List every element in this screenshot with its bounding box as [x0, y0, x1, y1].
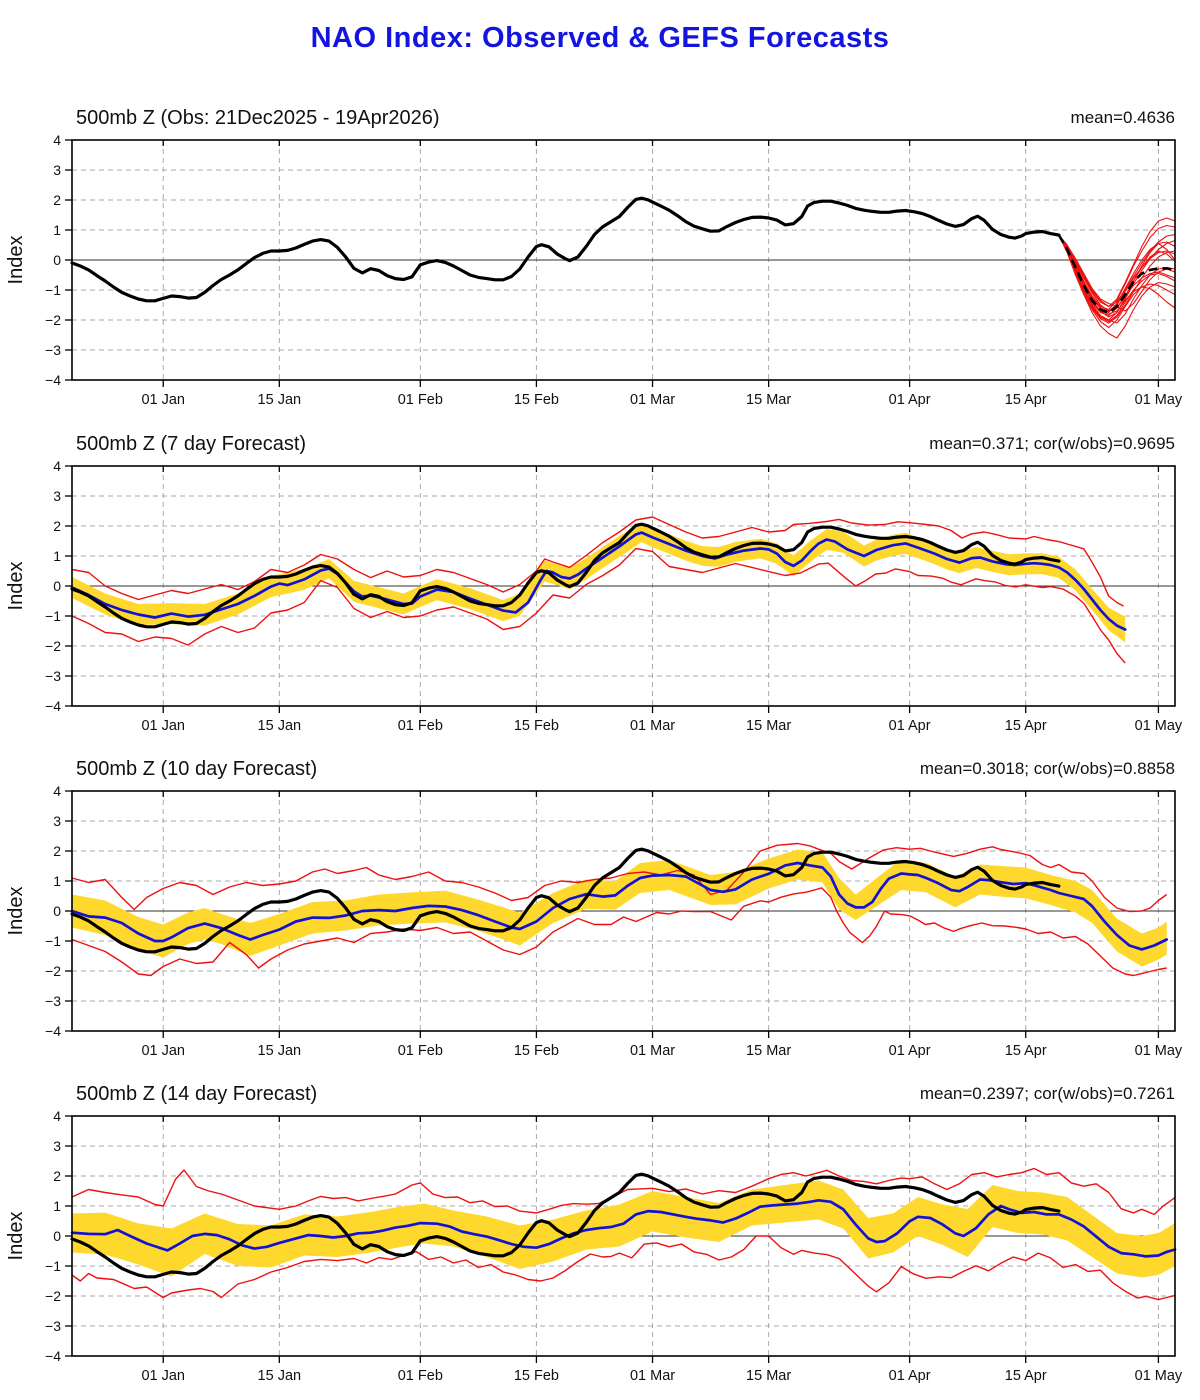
page-title: NAO Index: Observed & GEFS Forecasts [310, 22, 890, 54]
svg-text:01 May: 01 May [1135, 392, 1183, 408]
svg-text:−4: −4 [45, 698, 61, 714]
svg-text:15 Jan: 15 Jan [258, 1368, 302, 1384]
svg-text:4: 4 [53, 783, 61, 799]
svg-text:1: 1 [53, 873, 61, 889]
svg-text:15 Jan: 15 Jan [258, 392, 302, 408]
svg-text:−2: −2 [45, 638, 61, 654]
svg-text:01 Jan: 01 Jan [141, 718, 185, 734]
svg-text:01 Mar: 01 Mar [630, 718, 675, 734]
svg-text:01 Apr: 01 Apr [889, 1368, 931, 1384]
svg-text:3: 3 [53, 488, 61, 504]
panel-14day-plot: 01 Jan 15 Jan 01 Feb 15 Feb 01 Mar 15 Mar 01 A… [5, 1108, 1183, 1384]
svg-text:4: 4 [53, 458, 61, 474]
svg-text:15 Mar: 15 Mar [746, 1368, 791, 1384]
panel-7day-title: 500mb Z (7 day Forecast) [76, 433, 307, 455]
svg-text:3: 3 [53, 1138, 61, 1154]
svg-text:2: 2 [53, 518, 61, 534]
svg-text:Index: Index [5, 236, 27, 285]
panel-7day-mean-annotation: mean=0.371; cor(w/obs)=0.9695 [929, 434, 1175, 453]
svg-text:01 Mar: 01 Mar [630, 392, 675, 408]
svg-text:01 Jan: 01 Jan [141, 1043, 185, 1059]
panel-14day: 500mb Z (14 day Forecast) mean=0.2397; c… [0, 1076, 1200, 1398]
svg-text:15 Mar: 15 Mar [746, 718, 791, 734]
svg-text:01 Mar: 01 Mar [630, 1368, 675, 1384]
svg-text:01 May: 01 May [1135, 1368, 1183, 1384]
svg-text:15 Feb: 15 Feb [514, 392, 559, 408]
svg-text:−1: −1 [45, 608, 61, 624]
svg-text:−2: −2 [45, 1288, 61, 1304]
panel-14day-mean-annotation: mean=0.2397; cor(w/obs)=0.7261 [919, 1084, 1175, 1103]
panel-observed-mean-annotation: mean=0.4636 [1070, 108, 1175, 127]
panel-10day: 500mb Z (10 day Forecast) mean=0.3018; c… [0, 751, 1200, 1073]
panel-7day-plot: 01 Jan 15 Jan 01 Feb 15 Feb 01 Mar 15 Mar 01 A… [5, 458, 1183, 734]
svg-text:15 Jan: 15 Jan [258, 718, 302, 734]
svg-text:0: 0 [53, 903, 61, 919]
svg-text:−4: −4 [45, 1348, 61, 1364]
svg-text:01 Mar: 01 Mar [630, 1043, 675, 1059]
svg-text:15 Mar: 15 Mar [746, 392, 791, 408]
svg-text:−3: −3 [45, 342, 61, 358]
svg-text:4: 4 [53, 132, 61, 148]
panel-7day-header: 500mb Z (7 day Forecast) mean=0.371; cor… [0, 426, 1200, 456]
svg-text:1: 1 [53, 222, 61, 238]
svg-text:15 Feb: 15 Feb [514, 1368, 559, 1384]
svg-text:01 Jan: 01 Jan [141, 1368, 185, 1384]
svg-text:0: 0 [53, 1228, 61, 1244]
panel-10day-title: 500mb Z (10 day Forecast) [76, 758, 318, 780]
svg-text:01 May: 01 May [1135, 1043, 1183, 1059]
svg-text:01 Apr: 01 Apr [889, 718, 931, 734]
svg-text:1: 1 [53, 548, 61, 564]
svg-text:−3: −3 [45, 993, 61, 1009]
svg-text:01 May: 01 May [1135, 718, 1183, 734]
svg-text:2: 2 [53, 1168, 61, 1184]
svg-text:3: 3 [53, 813, 61, 829]
svg-text:Index: Index [5, 1212, 27, 1261]
svg-text:15 Feb: 15 Feb [514, 1043, 559, 1059]
panel-observed: 500mb Z (Obs: 21Dec2025 - 19Apr2026) mea… [0, 100, 1200, 422]
svg-text:01 Feb: 01 Feb [398, 1368, 443, 1384]
svg-text:Index: Index [5, 887, 27, 936]
svg-text:Index: Index [5, 562, 27, 611]
panel-observed-plot: 01 Jan 15 Jan 01 Feb 15 Feb 01 Mar 15 Mar 01 A… [5, 132, 1183, 408]
svg-text:3: 3 [53, 162, 61, 178]
svg-text:−2: −2 [45, 963, 61, 979]
svg-text:−3: −3 [45, 668, 61, 684]
svg-text:1: 1 [53, 1198, 61, 1214]
svg-text:0: 0 [53, 578, 61, 594]
svg-text:15 Jan: 15 Jan [258, 1043, 302, 1059]
svg-text:2: 2 [53, 192, 61, 208]
svg-text:−4: −4 [45, 372, 61, 388]
svg-text:2: 2 [53, 843, 61, 859]
svg-text:01 Feb: 01 Feb [398, 1043, 443, 1059]
svg-text:15 Feb: 15 Feb [514, 718, 559, 734]
svg-text:15 Mar: 15 Mar [746, 1043, 791, 1059]
svg-text:15 Apr: 15 Apr [1005, 1043, 1047, 1059]
panel-10day-plot: 01 Jan 15 Jan 01 Feb 15 Feb 01 Mar 15 Mar 01 A… [5, 783, 1183, 1059]
svg-text:15 Apr: 15 Apr [1005, 1368, 1047, 1384]
panel-14day-title: 500mb Z (14 day Forecast) [76, 1083, 318, 1105]
panel-14day-header: 500mb Z (14 day Forecast) mean=0.2397; c… [0, 1076, 1200, 1106]
svg-text:01 Apr: 01 Apr [889, 392, 931, 408]
svg-text:01 Jan: 01 Jan [141, 392, 185, 408]
svg-text:−3: −3 [45, 1318, 61, 1334]
panel-10day-header: 500mb Z (10 day Forecast) mean=0.3018; c… [0, 751, 1200, 781]
svg-text:−1: −1 [45, 282, 61, 298]
svg-text:15 Apr: 15 Apr [1005, 718, 1047, 734]
svg-text:15 Apr: 15 Apr [1005, 392, 1047, 408]
panel-7day: 500mb Z (7 day Forecast) mean=0.371; cor… [0, 426, 1200, 748]
svg-text:01 Feb: 01 Feb [398, 392, 443, 408]
panel-observed-header: 500mb Z (Obs: 21Dec2025 - 19Apr2026) mea… [0, 100, 1200, 130]
svg-text:4: 4 [53, 1108, 61, 1124]
svg-text:−4: −4 [45, 1023, 61, 1039]
svg-text:−2: −2 [45, 312, 61, 328]
panel-10day-mean-annotation: mean=0.3018; cor(w/obs)=0.8858 [919, 759, 1175, 778]
svg-text:01 Apr: 01 Apr [889, 1043, 931, 1059]
panel-observed-title: 500mb Z (Obs: 21Dec2025 - 19Apr2026) [76, 107, 440, 129]
svg-text:−1: −1 [45, 933, 61, 949]
svg-text:−1: −1 [45, 1258, 61, 1274]
svg-text:01 Feb: 01 Feb [398, 718, 443, 734]
svg-text:0: 0 [53, 252, 61, 268]
